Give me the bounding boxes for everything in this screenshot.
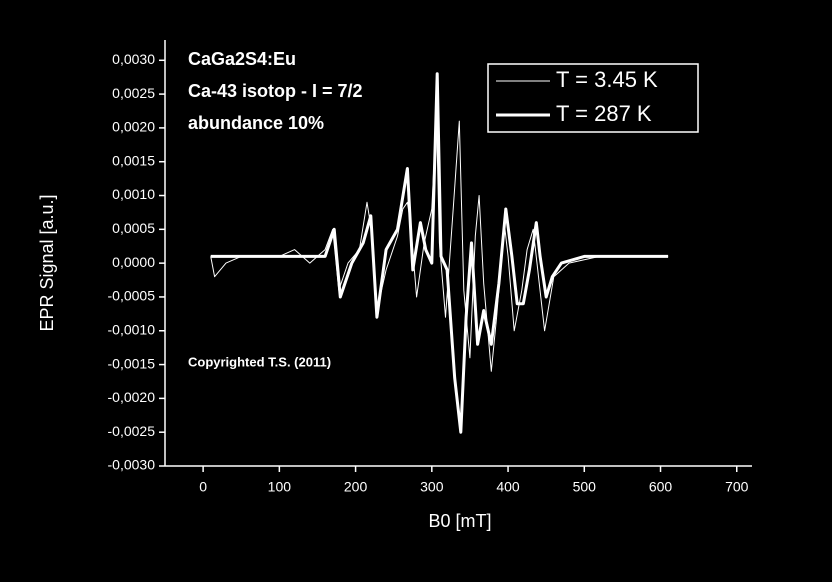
x-tick-label: 0 bbox=[199, 479, 207, 495]
y-tick-label: -0,0030 bbox=[108, 457, 156, 473]
y-tick-label: 0,0015 bbox=[112, 152, 155, 168]
y-tick-label: -0,0025 bbox=[108, 423, 156, 439]
y-tick-label: 0,0030 bbox=[112, 51, 155, 67]
y-tick-label: -0,0005 bbox=[108, 288, 156, 304]
y-axis-label: EPR Signal [a.u.] bbox=[37, 194, 57, 331]
legend-label: T = 287 K bbox=[556, 101, 652, 126]
y-tick-label: 0,0025 bbox=[112, 85, 155, 101]
annotation: Ca-43 isotop - I = 7/2 bbox=[188, 81, 363, 101]
y-tick-label: -0,0020 bbox=[108, 389, 156, 405]
x-tick-label: 100 bbox=[268, 479, 292, 495]
y-tick-label: -0,0010 bbox=[108, 321, 156, 337]
legend-box bbox=[487, 63, 699, 133]
legend-label: T = 3.45 K bbox=[556, 67, 658, 92]
y-tick-label: 0,0000 bbox=[112, 254, 155, 270]
y-tick-label: -0,0015 bbox=[108, 355, 156, 371]
x-tick-label: 600 bbox=[649, 479, 673, 495]
x-tick-label: 700 bbox=[725, 479, 749, 495]
y-tick-label: 0,0010 bbox=[112, 186, 155, 202]
series-line bbox=[210, 72, 669, 434]
x-tick-label: 500 bbox=[573, 479, 597, 495]
x-tick-label: 400 bbox=[496, 479, 520, 495]
x-tick-label: 200 bbox=[344, 479, 368, 495]
y-tick-label: 0,0005 bbox=[112, 220, 155, 236]
y-tick-label: 0,0020 bbox=[112, 119, 155, 135]
annotation: abundance 10% bbox=[188, 113, 324, 133]
copyright: Copyrighted T.S. (2011) bbox=[188, 354, 331, 369]
x-tick-label: 300 bbox=[420, 479, 444, 495]
x-axis-label: B0 [mT] bbox=[428, 511, 491, 531]
annotation: CaGa2S4:Eu bbox=[188, 49, 296, 69]
